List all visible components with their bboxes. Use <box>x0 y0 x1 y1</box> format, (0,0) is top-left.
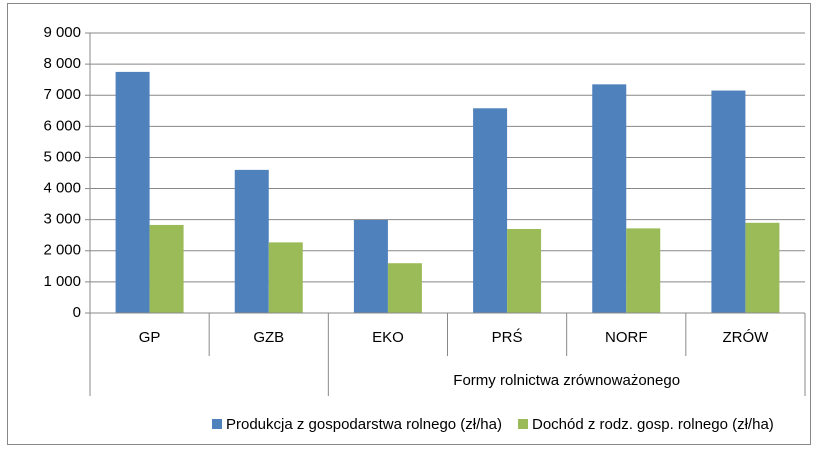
x-tick-label: EKO <box>372 329 404 346</box>
bar <box>353 219 388 313</box>
bar <box>234 169 269 313</box>
x-tick-label: NORF <box>605 329 648 346</box>
bar <box>387 263 422 313</box>
legend-swatch <box>517 419 528 429</box>
category-group-label: Formy rolnictwa zrównoważonego <box>453 372 680 389</box>
x-tick-label: GP <box>139 329 161 346</box>
legend-swatch <box>212 419 222 429</box>
y-tick-label: 6 000 <box>43 117 81 134</box>
bar <box>473 108 508 314</box>
y-tick-label: 9 000 <box>43 24 81 41</box>
bar <box>592 84 627 313</box>
y-tick-label: 8 000 <box>43 55 81 72</box>
y-tick-label: 3 000 <box>43 211 81 228</box>
bar <box>711 90 746 313</box>
bar <box>149 224 184 313</box>
y-tick-label: 4 000 <box>43 180 81 197</box>
x-tick-label: PRŚ <box>492 328 523 346</box>
bar <box>745 222 780 313</box>
y-tick-label: 5 000 <box>43 148 81 165</box>
bar <box>626 228 661 313</box>
legend-label: Produkcja z gospodarstwa rolnego (zł/ha) <box>226 416 502 433</box>
y-tick-label: 2 000 <box>43 242 81 259</box>
bar <box>115 71 150 313</box>
y-tick-label: 0 <box>73 304 81 321</box>
y-tick-label: 7 000 <box>43 86 81 103</box>
y-tick-label: 1 000 <box>43 273 81 290</box>
bar <box>507 229 542 313</box>
x-tick-label: ZRÓW <box>723 329 770 346</box>
x-tick-label: GZB <box>253 329 284 346</box>
legend-label: Dochód z rodz. gosp. rolnego (zł/ha) <box>532 416 774 433</box>
bar <box>268 242 303 313</box>
